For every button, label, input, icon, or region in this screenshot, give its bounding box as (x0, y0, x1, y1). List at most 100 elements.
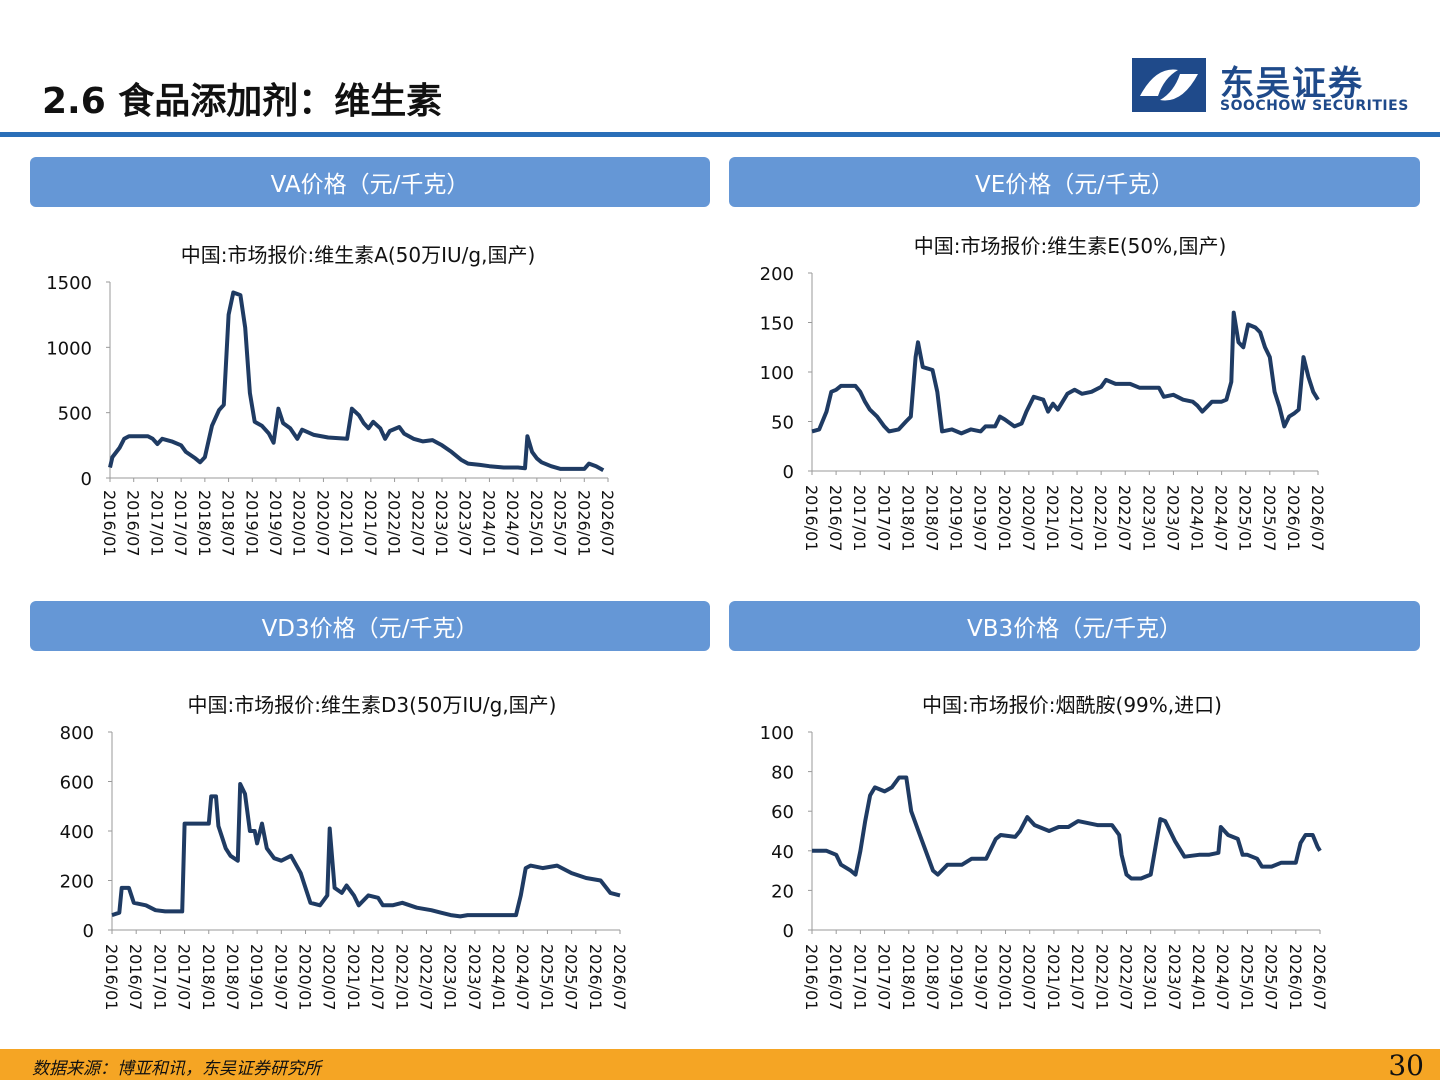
y-tick-label: 500 (58, 404, 92, 425)
va-price-banner: VA价格（元/千克） (30, 157, 710, 207)
x-tick-label: 2019/07 (266, 490, 285, 556)
x-tick-label: 2017/01 (150, 944, 169, 1010)
y-tick-label: 200 (60, 872, 94, 893)
x-tick-label: 2021/01 (337, 490, 356, 556)
x-tick-label: 2020/01 (290, 490, 309, 556)
x-tick-label: 2019/07 (971, 944, 990, 1010)
x-tick-label: 2022/07 (408, 490, 427, 556)
x-tick-label: 2021/07 (361, 490, 380, 556)
chart-title: 中国:市场报价:维生素A(50万IU/g,国产) (181, 243, 536, 267)
vb3-price-banner: VB3价格（元/千克） (729, 601, 1420, 651)
y-tick-label: 50 (771, 413, 794, 434)
x-tick-label: 2026/01 (574, 490, 593, 556)
x-tick-label: 2026/07 (1310, 944, 1329, 1010)
x-tick-label: 2016/07 (826, 944, 845, 1010)
x-tick-label: 2020/07 (1019, 485, 1038, 551)
x-tick-label: 2017/07 (875, 944, 894, 1010)
y-tick-label: 1000 (46, 338, 92, 359)
x-tick-label: 2026/07 (1308, 485, 1327, 551)
x-tick-label: 2019/01 (242, 490, 261, 556)
x-tick-label: 2018/07 (922, 485, 941, 551)
x-tick-label: 2021/07 (1067, 485, 1086, 551)
x-tick-label: 2018/01 (195, 490, 214, 556)
x-tick-label: 2025/01 (1237, 944, 1256, 1010)
x-tick-label: 2023/01 (1141, 944, 1160, 1010)
x-tick-label: 2018/01 (898, 485, 917, 551)
x-tick-label: 2025/07 (1262, 944, 1281, 1010)
x-tick-label: 2024/07 (1212, 485, 1231, 551)
x-tick-label: 2016/01 (802, 485, 821, 551)
x-tick-label: 2019/01 (947, 944, 966, 1010)
y-tick-label: 100 (760, 363, 794, 384)
x-tick-label: 2022/01 (392, 944, 411, 1010)
x-tick-label: 2023/01 (441, 944, 460, 1010)
x-tick-label: 2024/01 (479, 490, 498, 556)
brand-name: 东吴证券 (1220, 64, 1364, 104)
brand-logo: 东吴证券 SOOCHOW SECURITIES (1130, 56, 1410, 118)
x-tick-label: 2016/07 (826, 485, 845, 551)
x-tick-label: 2024/01 (489, 944, 508, 1010)
y-tick-label: 600 (60, 773, 94, 794)
x-tick-label: 2022/07 (416, 944, 435, 1010)
x-tick-label: 2017/01 (147, 490, 166, 556)
footer-bar: 数据来源：博亚和讯，东吴证券研究所 (0, 1049, 1440, 1080)
header-rule (0, 132, 1440, 137)
y-tick-label: 0 (81, 469, 92, 490)
x-tick-label: 2023/01 (432, 490, 451, 556)
x-tick-label: 2025/01 (537, 944, 556, 1010)
x-tick-label: 2024/07 (1213, 944, 1232, 1010)
x-tick-label: 2021/01 (1043, 485, 1062, 551)
x-tick-label: 2026/01 (586, 944, 605, 1010)
x-tick-label: 2020/07 (1020, 944, 1039, 1010)
x-tick-label: 2023/07 (465, 944, 484, 1010)
x-tick-label: 2016/07 (124, 490, 143, 556)
x-tick-label: 2020/07 (320, 944, 339, 1010)
x-tick-label: 2019/01 (947, 485, 966, 551)
x-tick-label: 2018/07 (219, 490, 238, 556)
chart-title: 中国:市场报价:烟酰胺(99%,进口) (922, 693, 1222, 717)
price-series-line (108, 290, 605, 472)
chart-title: 中国:市场报价:维生素E(50%,国产) (914, 234, 1227, 258)
x-tick-label: 2024/07 (513, 944, 532, 1010)
x-tick-label: 2022/01 (1091, 485, 1110, 551)
x-tick-label: 2021/07 (1068, 944, 1087, 1010)
x-tick-label: 2026/07 (610, 944, 629, 1010)
y-tick-label: 100 (760, 723, 794, 744)
x-tick-label: 2025/01 (527, 490, 546, 556)
x-tick-label: 2026/01 (1284, 485, 1303, 551)
x-tick-label: 2018/01 (199, 944, 218, 1010)
vd3-price-banner: VD3价格（元/千克） (30, 601, 710, 651)
y-tick-label: 800 (60, 723, 94, 744)
y-tick-label: 20 (771, 881, 794, 902)
x-tick-label: 2018/07 (923, 944, 942, 1010)
x-tick-label: 2024/01 (1188, 485, 1207, 551)
x-tick-label: 2022/01 (1092, 944, 1111, 1010)
x-tick-label: 2023/07 (1165, 944, 1184, 1010)
x-tick-label: 2022/07 (1116, 944, 1135, 1010)
x-tick-label: 2025/07 (1260, 485, 1279, 551)
x-tick-label: 2017/07 (175, 944, 194, 1010)
ve-price-banner: VE价格（元/千克） (729, 157, 1420, 207)
price-series-line (811, 310, 1320, 436)
x-tick-label: 2016/07 (126, 944, 145, 1010)
x-tick-label: 2025/07 (562, 944, 581, 1010)
price-series-line (111, 782, 621, 919)
x-tick-label: 2018/01 (899, 944, 918, 1010)
x-tick-label: 2023/07 (456, 490, 475, 556)
page-number: 30 (1388, 1049, 1424, 1082)
y-tick-label: 200 (760, 264, 794, 285)
x-tick-label: 2020/01 (296, 944, 315, 1010)
y-tick-label: 40 (771, 842, 794, 863)
brand-logo-icon (1132, 58, 1206, 112)
x-tick-label: 2022/01 (385, 490, 404, 556)
x-tick-label: 2019/07 (271, 944, 290, 1010)
x-tick-label: 2026/07 (598, 490, 617, 556)
x-tick-label: 2017/01 (850, 485, 869, 551)
price-series-line (812, 775, 1322, 881)
x-tick-label: 2026/01 (1286, 944, 1305, 1010)
y-tick-label: 80 (771, 763, 794, 784)
